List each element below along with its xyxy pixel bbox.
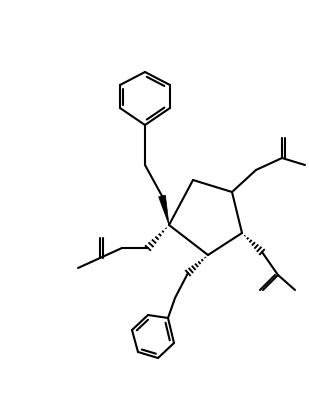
Polygon shape	[159, 195, 169, 225]
